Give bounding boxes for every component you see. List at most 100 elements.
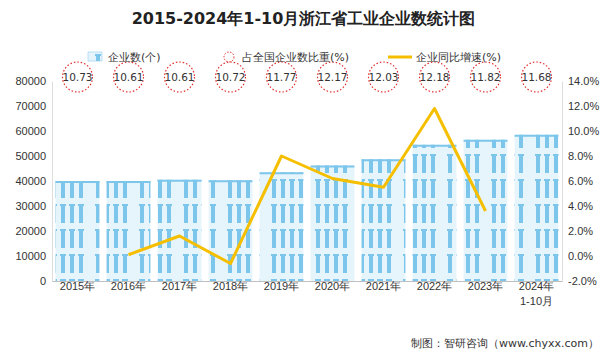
bar [515, 135, 559, 281]
y-tick-label: 60000 [15, 125, 46, 137]
title: 2015-2024年1-10月浙江省工业企业数统计图 [132, 9, 476, 28]
y-axis: 0 10000 20000 30000 40000 50000 60000 70000 8000… [15, 75, 52, 287]
y2-tick-label: 12.0% [568, 100, 599, 112]
bar-cap [107, 181, 151, 183]
x-tick: 2022年 [417, 280, 452, 292]
ratio-label: 10.61 [113, 71, 143, 83]
ratio-circle [420, 62, 450, 92]
x-tick: 2024年1-10月 [519, 280, 554, 307]
y-tick-label: 20000 [15, 225, 46, 237]
y2-tick-label: 4.0% [568, 200, 593, 212]
bar [107, 181, 151, 281]
x-tick: 2015年 [60, 280, 95, 292]
ratio-circle [471, 62, 501, 92]
bar [311, 166, 355, 282]
x-tick: 2016年 [111, 280, 146, 292]
ratio-label: 10.73 [62, 71, 92, 83]
y-tick: 20000 [15, 225, 52, 237]
y-tick: 70000 [15, 100, 52, 112]
y-tick: 30000 [15, 200, 52, 212]
y2-tick-label: 2.0% [568, 225, 593, 237]
plot-area [56, 109, 559, 282]
x-tick-label: 2023年 [468, 280, 503, 292]
y2-tick-label: 8.0% [568, 150, 593, 162]
x-tick-label: 2021年 [366, 280, 401, 292]
y-tick-label: 80000 [15, 75, 46, 87]
y2-axis-line [562, 82, 563, 282]
bar-cap [56, 181, 100, 183]
bar-cap [413, 145, 457, 147]
ratio-label: 10.61 [164, 71, 194, 83]
bar [158, 180, 202, 281]
legend-label: 企业同比增速(%) [416, 51, 501, 64]
y-tick-label: 10000 [15, 250, 46, 262]
bar-cap [209, 180, 253, 182]
bar-cap [158, 180, 202, 182]
source: 制图：智研咨询（www.chyxx.com） [411, 337, 599, 350]
ratio-label: 11.82 [470, 71, 500, 83]
ratio-label: 12.18 [419, 71, 449, 83]
y-tick: 0 [40, 275, 52, 287]
y2-tick: 12.0% [562, 100, 599, 112]
ratio-circle [165, 62, 195, 92]
y2-tick-label: -2.0% [568, 275, 597, 287]
x-tick-label: 2018年 [213, 280, 248, 292]
y-tick-label: 40000 [15, 175, 46, 187]
x-tick: 2019年 [264, 280, 299, 292]
y2-tick: 14.0% [562, 75, 599, 87]
x-tick: 2018年 [213, 280, 248, 292]
y2-tick: 0.0% [562, 250, 593, 262]
ratio-circle [369, 62, 399, 92]
y2-tick: 6.0% [562, 175, 593, 187]
x-tick-label: 2022年 [417, 280, 452, 292]
y-tick: 80000 [15, 75, 52, 87]
ratio-circle [63, 62, 93, 92]
x-tick-label: 2017年 [162, 280, 197, 292]
bar-cap [464, 140, 508, 142]
legend: 企业数(个) 占全国企业数比重(%) 企业同比增速(%) [88, 51, 501, 64]
y2-axis: -2.0% 0.0% 2.0% 4.0% 6.0% 8.0% 10.0% 12.0% 14.0% [562, 75, 599, 287]
ratio-circle [318, 62, 348, 92]
x-tick: 2017年 [162, 280, 197, 292]
y-tick-label: 50000 [15, 150, 46, 162]
x-tick: 2020年 [315, 280, 350, 292]
legend-label: 占全国企业数比重(%) [242, 51, 349, 64]
y-tick: 50000 [15, 150, 52, 162]
bar-cap [311, 166, 355, 168]
x-tick: 2023年 [468, 280, 503, 292]
ratio-label: 12.17 [317, 71, 347, 83]
bar-cap [260, 172, 304, 174]
bar-cap [515, 135, 559, 137]
legend-label: 企业数(个) [108, 51, 161, 64]
ratio-label: 12.03 [368, 71, 398, 83]
x-tick: 2021年 [366, 280, 401, 292]
ratio-labels: 10.73 10.61 10.61 10.72 11.77 12.17 12.03 12.18… [62, 62, 551, 92]
chart: 2015-2024年1-10月浙江省工业企业数统计图 0 10000 20000 300… [0, 0, 607, 359]
ratio-circle [267, 62, 297, 92]
y-tick-label: 70000 [15, 100, 46, 112]
x-tick-label: 2015年 [60, 280, 95, 292]
y-tick-label: 0 [40, 275, 46, 287]
bar [413, 145, 457, 281]
legend-swatch [88, 52, 102, 61]
y2-tick: 2.0% [562, 225, 593, 237]
x-tick-label: 2016年 [111, 280, 146, 292]
ratio-circle [216, 62, 246, 92]
y-tick: 10000 [15, 250, 52, 262]
x-tick-label: 2024年1-10月 [519, 280, 554, 307]
growth-line [129, 109, 486, 264]
legend-swatch [388, 56, 412, 59]
y2-tick-label: 10.0% [568, 125, 599, 137]
ratio-label: 11.77 [266, 71, 296, 83]
y2-tick-label: 0.0% [568, 250, 593, 262]
ratio-label: 10.72 [215, 71, 245, 83]
bar [362, 159, 406, 281]
x-axis: 2015年 2016年 2017年 2018年 2019年 2020年 2021年 2022年… [53, 280, 563, 307]
y2-tick: 4.0% [562, 200, 593, 212]
ratio-label: 11.68 [521, 71, 551, 83]
ratio-circle [522, 62, 552, 92]
x-tick-label: 2019年 [264, 280, 299, 292]
y-tick-label: 30000 [15, 200, 46, 212]
y-tick: 60000 [15, 125, 52, 137]
y2-tick: 8.0% [562, 150, 593, 162]
